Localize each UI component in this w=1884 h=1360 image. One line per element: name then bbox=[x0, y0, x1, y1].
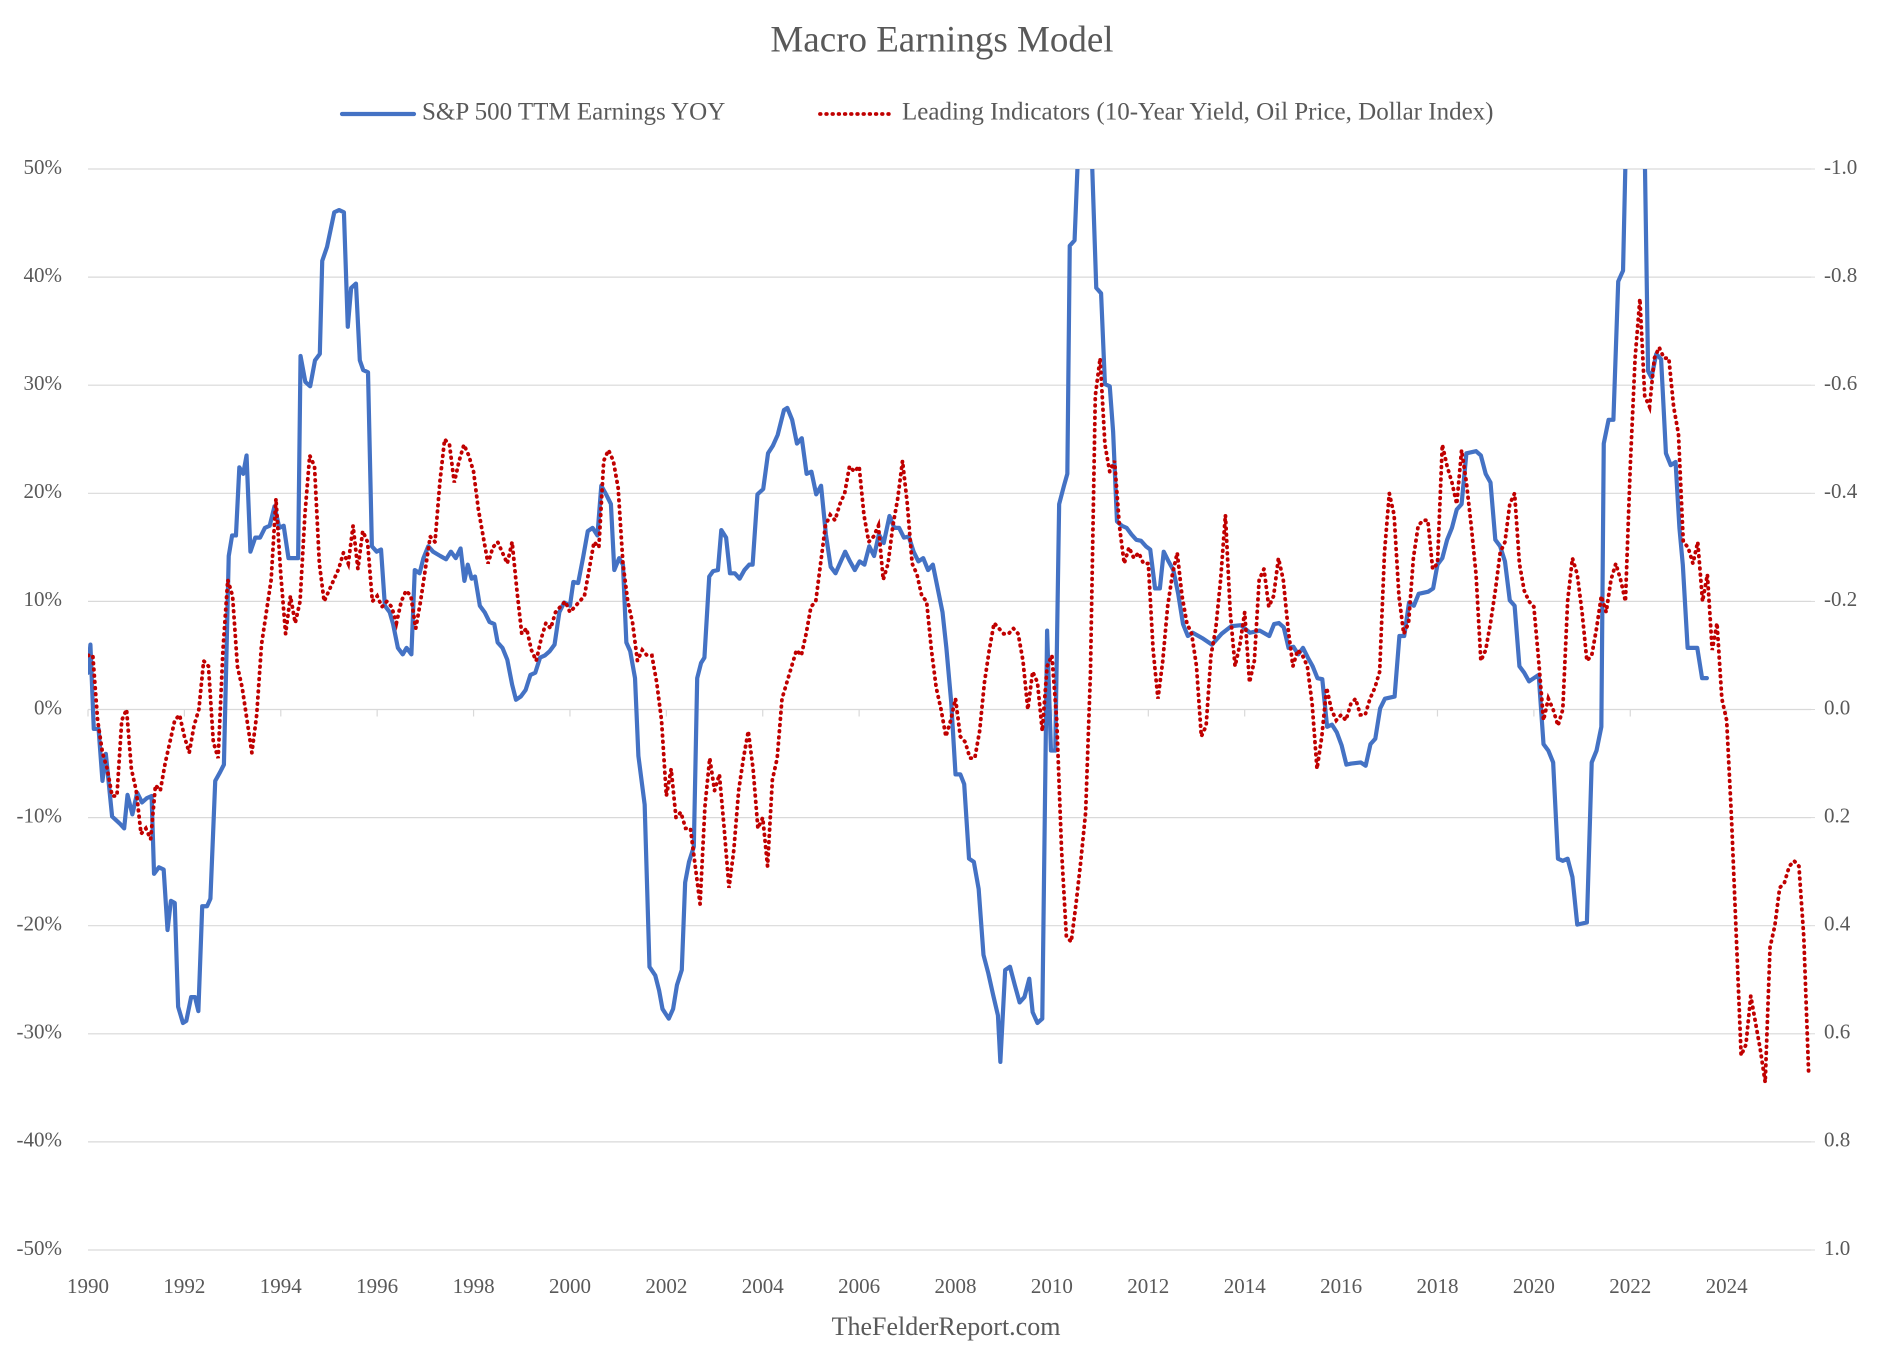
x-tick-label: 2000 bbox=[549, 1274, 591, 1298]
x-tick-label: 2004 bbox=[742, 1274, 785, 1298]
y-tick-label: 0% bbox=[34, 695, 62, 719]
y-tick-label: 50% bbox=[24, 155, 63, 179]
x-tick-label: 1998 bbox=[453, 1274, 495, 1298]
y2-tick-label: -1.0 bbox=[1824, 155, 1857, 179]
y-tick-label: 10% bbox=[24, 587, 63, 611]
legend-label: S&P 500 TTM Earnings YOY bbox=[422, 99, 725, 126]
y2-tick-label: 0.6 bbox=[1824, 1020, 1850, 1044]
y-tick-label: -40% bbox=[17, 1128, 63, 1152]
y-tick-label: 40% bbox=[24, 263, 63, 287]
y2-tick-label: -0.2 bbox=[1824, 587, 1857, 611]
chart-title: Macro Earnings Model bbox=[770, 19, 1113, 60]
y2-tick-label: -0.6 bbox=[1824, 371, 1857, 395]
series-line bbox=[88, 298, 1811, 1083]
x-tick-label: 1990 bbox=[67, 1274, 109, 1298]
x-tick-label: 2022 bbox=[1609, 1274, 1651, 1298]
x-tick-label: 2006 bbox=[838, 1274, 880, 1298]
y2-tick-label: 1.0 bbox=[1824, 1236, 1850, 1260]
source-note: TheFelderReport.com bbox=[832, 1312, 1061, 1341]
legend-label: Leading Indicators (10-Year Yield, Oil P… bbox=[902, 99, 1494, 126]
x-tick-label: 1994 bbox=[260, 1274, 303, 1298]
x-tick-label: 2010 bbox=[1031, 1274, 1073, 1298]
y2-tick-label: 0.2 bbox=[1824, 803, 1850, 827]
x-tick-label: 2024 bbox=[1706, 1274, 1749, 1298]
x-tick-label: 1996 bbox=[356, 1274, 398, 1298]
x-tick-label: 2008 bbox=[935, 1274, 977, 1298]
y-tick-label: -20% bbox=[17, 912, 63, 936]
x-tick-label: 2016 bbox=[1320, 1274, 1362, 1298]
x-tick-label: 2002 bbox=[645, 1274, 687, 1298]
y-tick-label: -10% bbox=[17, 803, 63, 827]
y-tick-label: -30% bbox=[17, 1020, 63, 1044]
y2-tick-label: 0.4 bbox=[1824, 912, 1851, 936]
x-tick-label: 2012 bbox=[1127, 1274, 1169, 1298]
y-tick-label: 30% bbox=[24, 371, 63, 395]
y-tick-label: -50% bbox=[17, 1236, 63, 1260]
y2-tick-label: 0.8 bbox=[1824, 1128, 1850, 1152]
x-tick-label: 1992 bbox=[163, 1274, 205, 1298]
y2-tick-label: -0.8 bbox=[1824, 263, 1857, 287]
x-tick-label: 2018 bbox=[1416, 1274, 1458, 1298]
y-tick-label: 20% bbox=[24, 479, 63, 503]
y2-tick-label: -0.4 bbox=[1824, 479, 1858, 503]
series-line bbox=[88, 169, 1709, 1065]
x-tick-label: 2020 bbox=[1513, 1274, 1555, 1298]
y2-tick-label: 0.0 bbox=[1824, 695, 1850, 719]
x-tick-label: 2014 bbox=[1224, 1274, 1267, 1298]
